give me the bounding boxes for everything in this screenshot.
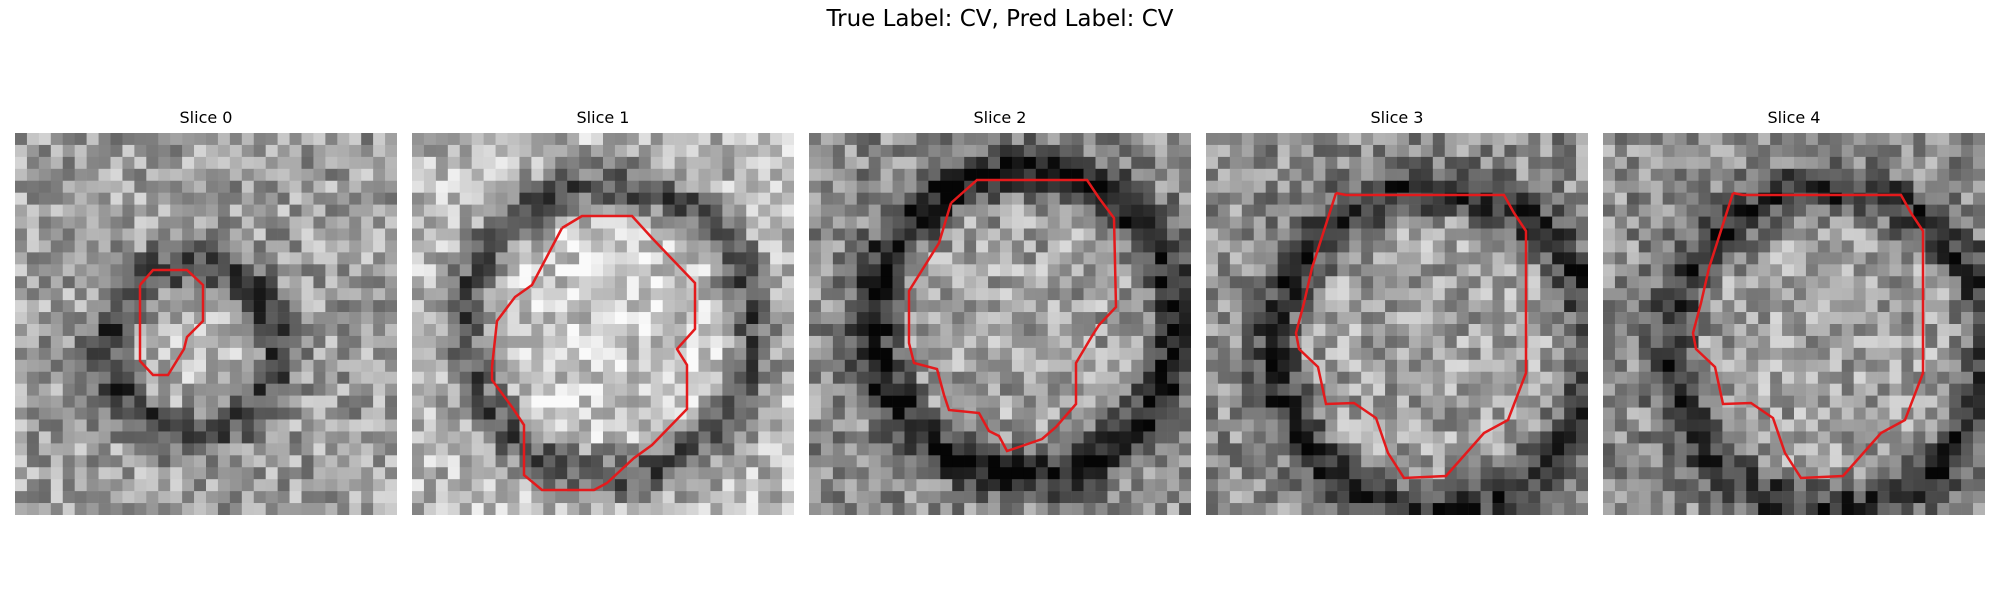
pixel-grid-3 bbox=[1206, 133, 1588, 515]
pixel-grid-0 bbox=[15, 133, 397, 515]
figure-title: True Label: CV, Pred Label: CV bbox=[826, 6, 1174, 32]
pixel-grid-2 bbox=[809, 133, 1191, 515]
slice-title-2: Slice 2 bbox=[973, 108, 1027, 127]
slice-svg-3 bbox=[1206, 133, 1588, 515]
slice-title-3: Slice 3 bbox=[1370, 108, 1424, 127]
slice-title-1: Slice 1 bbox=[576, 108, 630, 127]
segmentation-contour-3 bbox=[1294, 191, 1528, 480]
segmentation-contour-4 bbox=[1691, 191, 1925, 480]
segmentation-contour-0 bbox=[138, 268, 205, 377]
segmentation-contour-2 bbox=[907, 178, 1118, 453]
slice-image-4 bbox=[1603, 133, 1985, 515]
slice-image-0 bbox=[15, 133, 397, 515]
slice-svg-4 bbox=[1603, 133, 1985, 515]
segmentation-contour-1 bbox=[490, 214, 697, 492]
slice-image-2 bbox=[809, 133, 1191, 515]
slice-svg-2 bbox=[809, 133, 1191, 515]
slice-image-1 bbox=[412, 133, 794, 515]
slice-svg-1 bbox=[412, 133, 794, 515]
slice-title-0: Slice 0 bbox=[179, 108, 233, 127]
pixel-grid-1 bbox=[412, 133, 794, 515]
slice-image-3 bbox=[1206, 133, 1588, 515]
slice-svg-0 bbox=[15, 133, 397, 515]
pixel-grid-4 bbox=[1603, 133, 1985, 515]
slice-title-4: Slice 4 bbox=[1767, 108, 1821, 127]
